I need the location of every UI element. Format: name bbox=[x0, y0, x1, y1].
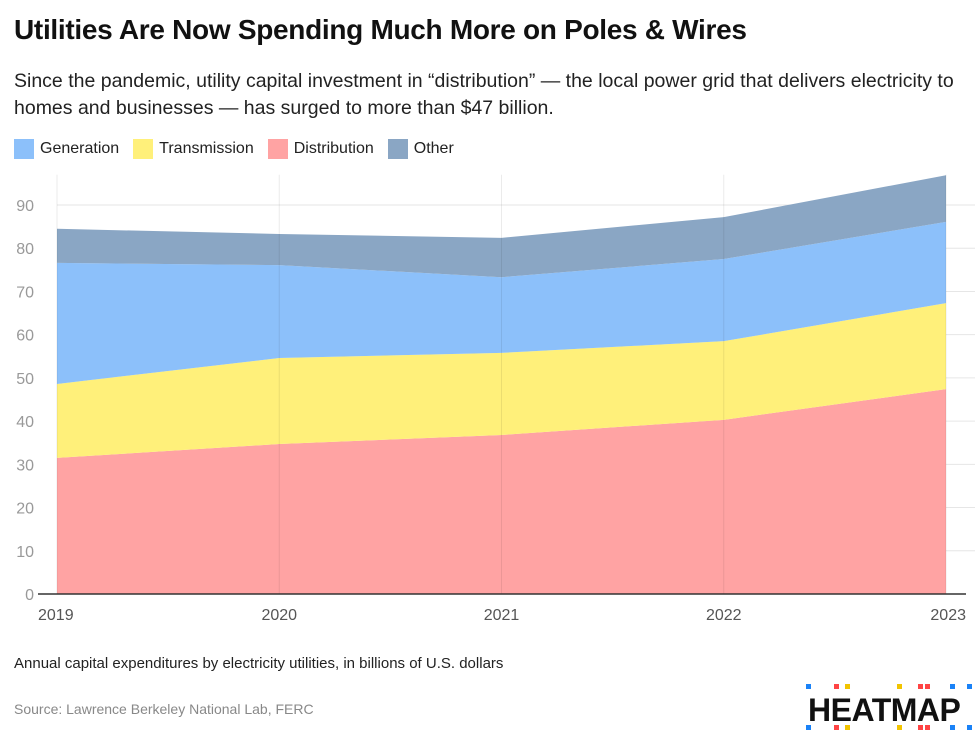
legend-label: Distribution bbox=[293, 140, 374, 157]
chart-title: Utilities Are Now Spending Much More on … bbox=[14, 14, 747, 45]
logo-dot bbox=[950, 725, 955, 730]
logo-dot bbox=[845, 725, 850, 730]
y-tick-label: 30 bbox=[16, 457, 34, 474]
y-tick-label: 10 bbox=[16, 544, 34, 561]
legend-swatch bbox=[267, 139, 288, 159]
logo-dot bbox=[834, 684, 839, 689]
logo-dot bbox=[918, 725, 923, 730]
logo-dot bbox=[806, 725, 811, 730]
legend-swatch bbox=[14, 139, 34, 159]
legend-item-transmission: Transmission bbox=[133, 139, 254, 159]
y-tick-label: 50 bbox=[16, 371, 34, 388]
y-tick-label: 0 bbox=[25, 587, 34, 604]
area-generation bbox=[57, 221, 946, 384]
chart-subtitle: Since the pandemic, utility capital inve… bbox=[14, 70, 954, 119]
logo-text: HEATMAP bbox=[808, 692, 961, 728]
y-tick-label: 80 bbox=[16, 241, 34, 258]
legend-label: Transmission bbox=[159, 140, 254, 157]
logo-dot bbox=[806, 684, 811, 689]
legend-label: Other bbox=[413, 140, 454, 157]
logo-dot bbox=[897, 684, 902, 689]
logo-dot bbox=[925, 725, 930, 730]
legend-item-generation: Generation bbox=[14, 139, 119, 159]
logo-dot bbox=[918, 684, 923, 689]
logo-dot bbox=[967, 725, 972, 730]
logo-dot bbox=[967, 684, 972, 689]
logo-dot bbox=[845, 684, 850, 689]
legend-swatch bbox=[133, 139, 154, 159]
x-tick-label: 2022 bbox=[706, 607, 742, 624]
y-tick-label: 40 bbox=[16, 414, 34, 431]
y-tick-label: 90 bbox=[16, 198, 34, 215]
area-transmission bbox=[57, 303, 946, 458]
x-tick-label: 2023 bbox=[930, 607, 966, 624]
x-tick-label: 2021 bbox=[484, 607, 520, 624]
heatmap-logo: HEATMAP bbox=[806, 684, 972, 730]
legend-label: Generation bbox=[40, 140, 120, 157]
logo-dot bbox=[897, 725, 902, 730]
x-tick-label: 2019 bbox=[38, 607, 74, 624]
y-tick-label: 60 bbox=[16, 328, 34, 345]
logo-dot bbox=[950, 684, 955, 689]
y-tick-label: 20 bbox=[16, 501, 34, 518]
area-distribution bbox=[57, 389, 946, 594]
logo-dot bbox=[834, 725, 839, 730]
legend-item-other: Other bbox=[387, 139, 454, 159]
x-tick-label: 2020 bbox=[261, 607, 297, 624]
legend: Generation Transmission Distribution Other bbox=[14, 139, 454, 159]
chart-note: Annual capital expenditures by electrici… bbox=[14, 655, 504, 672]
area-other bbox=[57, 175, 946, 278]
legend-item-distribution: Distribution bbox=[267, 139, 374, 159]
source-text: Source: Lawrence Berkeley National Lab, … bbox=[14, 701, 314, 717]
stacked-area-chart: 0 10 20 30 40 50 60 70 80 90 2019 2020 2021 2022 2023 bbox=[16, 174, 975, 624]
logo-dot bbox=[925, 684, 930, 689]
y-tick-label: 70 bbox=[16, 284, 34, 301]
legend-swatch bbox=[387, 139, 408, 159]
